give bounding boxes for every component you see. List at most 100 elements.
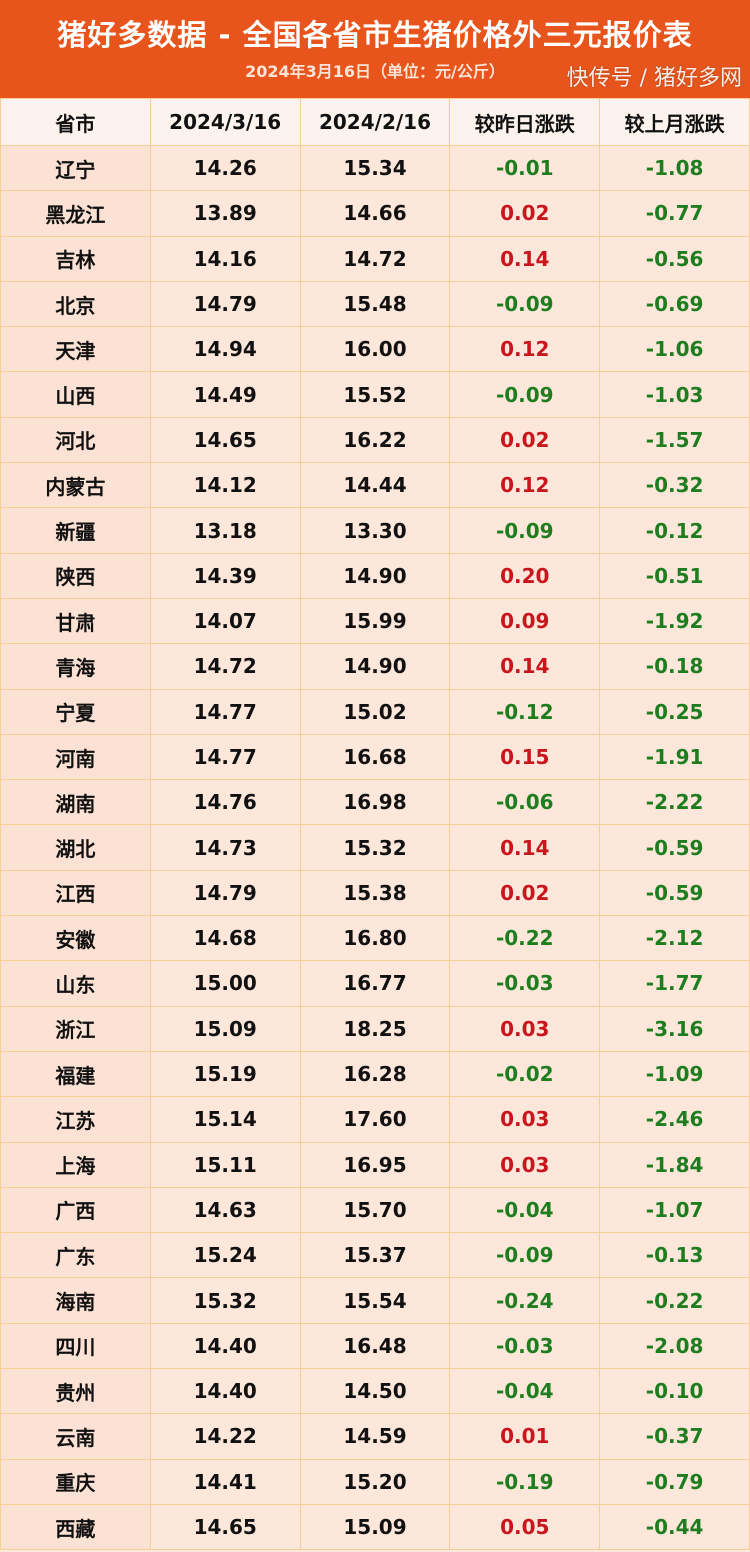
monthly-change-cell: -0.18 — [599, 643, 750, 690]
province-cell: 辽宁 — [0, 144, 151, 192]
daily-change-cell: -0.09 — [449, 280, 601, 328]
daily-change-cell: -0.04 — [449, 1368, 601, 1415]
price-previous-cell: 15.52 — [299, 371, 451, 418]
price-current-cell: 15.09 — [149, 1005, 301, 1052]
price-previous-cell: 14.59 — [299, 1413, 451, 1460]
price-previous-cell: 16.95 — [299, 1141, 451, 1188]
province-cell: 吉林 — [0, 235, 151, 282]
price-previous-cell: 16.22 — [299, 416, 451, 464]
price-previous-cell: 14.90 — [299, 552, 451, 599]
column-header: 2024/3/16 — [149, 98, 301, 146]
table-row: 西藏 14.65 15.09 0.05 -0.44 — [0, 1503, 750, 1551]
province-cell: 新疆 — [0, 507, 151, 554]
province-cell: 陕西 — [0, 552, 151, 599]
daily-change-cell: 0.09 — [449, 597, 601, 645]
monthly-change-cell: -0.59 — [599, 869, 750, 917]
price-previous-cell: 15.70 — [299, 1186, 451, 1234]
province-cell: 湖南 — [0, 779, 151, 826]
table-row: 山西 14.49 15.52 -0.09 -1.03 — [0, 371, 750, 418]
monthly-change-cell: -1.06 — [599, 326, 750, 373]
price-current-cell: 14.12 — [149, 462, 301, 509]
monthly-change-cell: -3.16 — [599, 1005, 750, 1052]
table-row: 安徽 14.68 16.80 -0.22 -2.12 — [0, 915, 750, 962]
monthly-change-cell: -2.12 — [599, 915, 750, 962]
table-row: 黑龙江 13.89 14.66 0.02 -0.77 — [0, 190, 750, 237]
price-previous-cell: 14.66 — [299, 190, 451, 237]
daily-change-cell: -0.04 — [449, 1186, 601, 1234]
monthly-change-cell: -1.84 — [599, 1141, 750, 1188]
price-previous-cell: 14.44 — [299, 462, 451, 509]
province-cell: 北京 — [0, 280, 151, 328]
province-cell: 山西 — [0, 371, 151, 418]
price-current-cell: 14.26 — [149, 144, 301, 192]
province-cell: 江苏 — [0, 1096, 151, 1143]
table-row: 贵州 14.40 14.50 -0.04 -0.10 — [0, 1368, 750, 1415]
table-row: 上海 15.11 16.95 0.03 -1.84 — [0, 1141, 750, 1188]
daily-change-cell: -0.03 — [449, 1322, 601, 1370]
daily-change-cell: -0.02 — [449, 1050, 601, 1098]
price-current-cell: 14.41 — [149, 1458, 301, 1505]
province-cell: 上海 — [0, 1141, 151, 1188]
table-row: 广东 15.24 15.37 -0.09 -0.13 — [0, 1232, 750, 1279]
table-row: 甘肃 14.07 15.99 0.09 -1.92 — [0, 597, 750, 645]
price-current-cell: 15.00 — [149, 960, 301, 1007]
table-row: 内蒙古 14.12 14.44 0.12 -0.32 — [0, 462, 750, 509]
price-current-cell: 15.11 — [149, 1141, 301, 1188]
daily-change-cell: 0.15 — [449, 733, 601, 781]
monthly-change-cell: -0.44 — [599, 1503, 750, 1551]
header-banner: 猪好多数据 - 全国各省市生猪价格外三元报价表 2024年3月16日（单位：元/… — [0, 0, 750, 98]
monthly-change-cell: -2.08 — [599, 1322, 750, 1370]
daily-change-cell: 0.01 — [449, 1413, 601, 1460]
daily-change-cell: 0.03 — [449, 1096, 601, 1143]
price-previous-cell: 15.02 — [299, 688, 451, 735]
province-cell: 广东 — [0, 1232, 151, 1279]
daily-change-cell: 0.14 — [449, 643, 601, 690]
province-cell: 四川 — [0, 1322, 151, 1370]
province-cell: 青海 — [0, 643, 151, 690]
price-previous-cell: 15.99 — [299, 597, 451, 645]
monthly-change-cell: -0.69 — [599, 280, 750, 328]
daily-change-cell: 0.12 — [449, 326, 601, 373]
daily-change-cell: -0.09 — [449, 1232, 601, 1279]
province-cell: 江西 — [0, 869, 151, 917]
watermark: 快传号 / 猪好多网 — [566, 66, 742, 91]
price-current-cell: 14.39 — [149, 552, 301, 599]
monthly-change-cell: -0.10 — [599, 1368, 750, 1415]
price-current-cell: 14.72 — [149, 643, 301, 690]
table-row: 江苏 15.14 17.60 0.03 -2.46 — [0, 1096, 750, 1143]
price-previous-cell: 15.32 — [299, 824, 451, 871]
price-current-cell: 13.18 — [149, 507, 301, 554]
monthly-change-cell: -1.57 — [599, 416, 750, 464]
daily-change-cell: 0.20 — [449, 552, 601, 599]
table-row: 辽宁 14.26 15.34 -0.01 -1.08 — [0, 144, 750, 192]
monthly-change-cell: -2.46 — [599, 1096, 750, 1143]
table-row: 海南 15.32 15.54 -0.24 -0.22 — [0, 1277, 750, 1324]
column-header: 2024/2/16 — [299, 98, 451, 146]
price-current-cell: 14.73 — [149, 824, 301, 871]
province-cell: 河北 — [0, 416, 151, 464]
price-current-cell: 14.65 — [149, 1503, 301, 1551]
daily-change-cell: -0.09 — [449, 371, 601, 418]
price-current-cell: 15.19 — [149, 1050, 301, 1098]
price-current-cell: 14.77 — [149, 733, 301, 781]
province-cell: 西藏 — [0, 1503, 151, 1551]
price-previous-cell: 16.77 — [299, 960, 451, 1007]
price-previous-cell: 15.20 — [299, 1458, 451, 1505]
province-cell: 广西 — [0, 1186, 151, 1234]
price-current-cell: 14.76 — [149, 779, 301, 826]
daily-change-cell: 0.03 — [449, 1005, 601, 1052]
province-cell: 黑龙江 — [0, 190, 151, 237]
price-previous-cell: 14.72 — [299, 235, 451, 282]
price-previous-cell: 14.90 — [299, 643, 451, 690]
price-current-cell: 14.68 — [149, 915, 301, 962]
column-header: 省市 — [0, 98, 151, 146]
price-current-cell: 14.40 — [149, 1368, 301, 1415]
daily-change-cell: -0.12 — [449, 688, 601, 735]
table-row: 天津 14.94 16.00 0.12 -1.06 — [0, 326, 750, 373]
table-header-row: 省市 2024/3/16 2024/2/16 较昨日涨跌 较上月涨跌 — [0, 98, 750, 146]
table-row: 浙江 15.09 18.25 0.03 -3.16 — [0, 1005, 750, 1052]
monthly-change-cell: -0.37 — [599, 1413, 750, 1460]
monthly-change-cell: -1.08 — [599, 144, 750, 192]
price-current-cell: 14.63 — [149, 1186, 301, 1234]
province-cell: 安徽 — [0, 915, 151, 962]
